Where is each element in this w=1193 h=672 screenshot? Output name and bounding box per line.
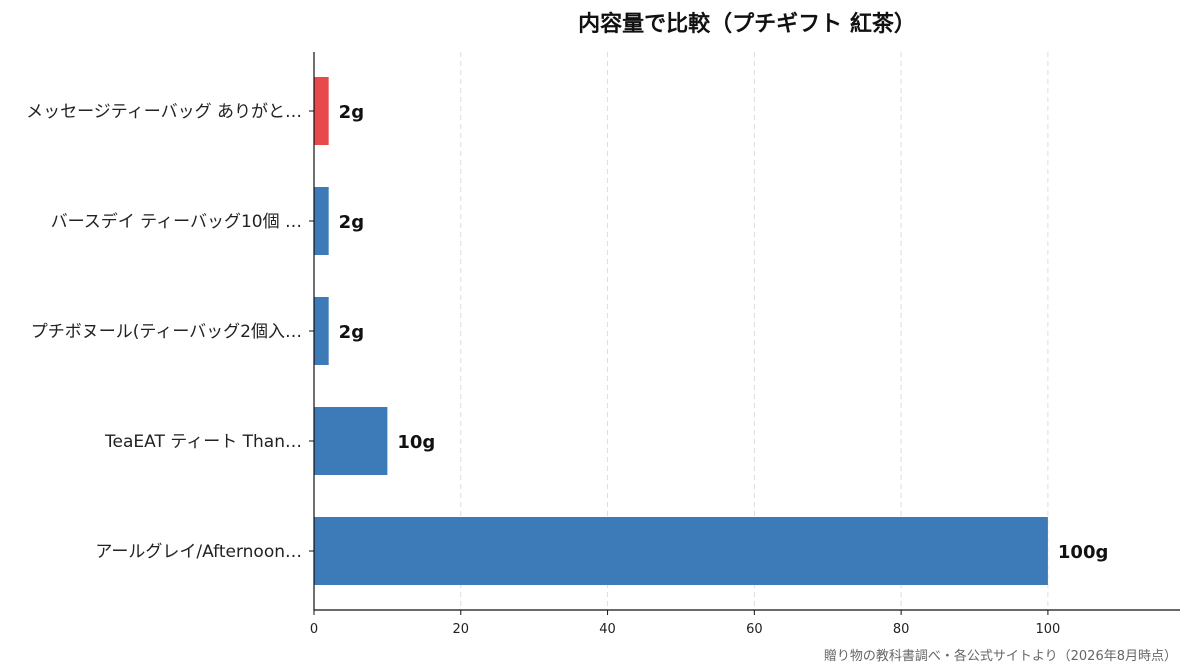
bar [314, 517, 1048, 585]
data-label: 2g [339, 322, 364, 343]
bar [314, 77, 329, 145]
bar [314, 297, 329, 365]
labels: メッセージティーバッグ ありがと… 2g バースデイ ティーバッグ10個 … 2g プチ… [26, 102, 1108, 563]
chart-title: 内容量で比較（プチギフト 紅茶） [578, 12, 916, 37]
category-label: メッセージティーバッグ ありがと… [26, 102, 302, 122]
category-label: アールグレイ/Afternoon… [95, 542, 302, 562]
x-tick-label: 60 [746, 622, 763, 637]
bars [314, 77, 1048, 585]
data-label: 100g [1058, 542, 1108, 563]
category-label: バースデイ ティーバッグ10個 … [51, 211, 302, 232]
x-tick-label: 20 [453, 622, 470, 637]
x-tick-label: 100 [1035, 622, 1060, 637]
category-label: TeaEAT ティート Than… [104, 432, 302, 452]
data-label: 2g [339, 212, 364, 233]
grid-lines [460, 52, 1049, 610]
x-tick-label: 0 [310, 622, 318, 637]
x-tick-label: 80 [893, 622, 910, 637]
bar [314, 187, 329, 255]
bar [314, 407, 388, 475]
x-tick-label: 40 [599, 622, 616, 637]
data-label: 10g [397, 432, 435, 453]
axes: 0 20 40 60 80 100 [309, 52, 1180, 637]
data-label: 2g [339, 102, 364, 123]
source-note: 贈り物の教科書調べ・各公式サイトより（2026年8月時点） [823, 649, 1177, 664]
category-label: プチボヌール(ティーバッグ2個入… [31, 322, 302, 342]
